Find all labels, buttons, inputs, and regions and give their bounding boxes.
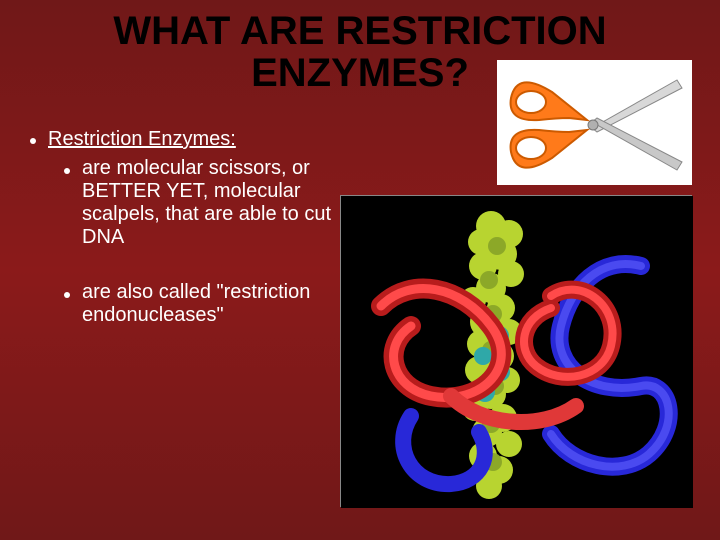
slide-body: Restriction Enzymes: are molecular sciss… bbox=[30, 128, 360, 333]
scissors-image bbox=[497, 60, 692, 185]
bullet-icon bbox=[64, 292, 70, 298]
list-item: are also called "restriction endonucleas… bbox=[64, 281, 360, 327]
title-line-1: WHAT ARE RESTRICTION bbox=[113, 9, 606, 53]
bullet-text-1: are molecular scissors, or BETTER YET, m… bbox=[82, 157, 360, 249]
bullet-text-2: are also called "restriction endonucleas… bbox=[82, 281, 360, 327]
bullet-icon bbox=[64, 168, 70, 174]
title-line-2: ENZYMES? bbox=[251, 51, 469, 95]
list-item: are molecular scissors, or BETTER YET, m… bbox=[64, 157, 360, 249]
heading-text: Restriction Enzymes: bbox=[48, 128, 360, 151]
list-item: Restriction Enzymes: bbox=[30, 128, 360, 151]
bullet-icon bbox=[30, 138, 36, 144]
dna-protein-image bbox=[340, 195, 692, 507]
